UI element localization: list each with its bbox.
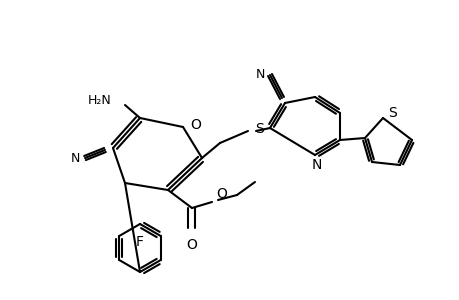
Text: O: O (186, 238, 197, 252)
Text: S: S (254, 122, 263, 136)
Text: F: F (136, 235, 144, 249)
Text: O: O (190, 118, 201, 132)
Text: N: N (71, 152, 80, 164)
Text: S: S (387, 106, 396, 120)
Text: O: O (216, 187, 226, 201)
Text: N: N (311, 158, 321, 172)
Text: H₂N: H₂N (88, 94, 112, 106)
Text: N: N (255, 68, 264, 82)
